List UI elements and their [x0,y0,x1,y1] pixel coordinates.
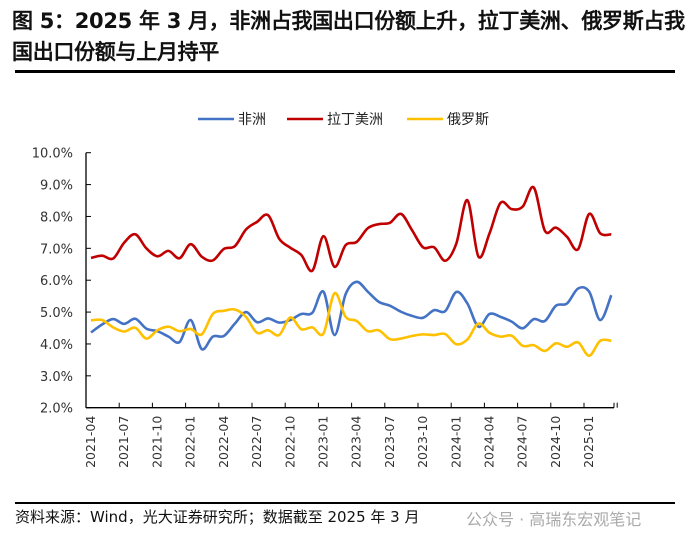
y-tick-label: 10.0% [32,147,73,162]
legend-label: 拉丁美洲 [327,112,383,128]
x-tick-label: 2023-10 [415,416,430,468]
line-chart: 非洲 拉丁美洲 俄罗斯 2.0% 3.0% 4.0% 5.0% 6.0% 7.0% 8.0% 9.… [32,112,618,468]
x-tick-label: 2024-04 [482,416,497,468]
y-tick-label: 9.0% [40,179,73,194]
x-tick-label: 2024-10 [548,416,563,468]
figure-title: 图 5：2025 年 3 月，非洲占我国出口份额上升，拉丁美洲、俄罗斯占我国出口… [12,9,685,64]
y-tick-label: 8.0% [40,210,73,225]
y-tick-label: 7.0% [40,242,73,257]
legend-label: 非洲 [238,112,266,128]
source-note: 资料来源：Wind，光大证券研究所；数据截至 2025 年 3 月 [15,508,420,526]
x-tick-label: 2022-07 [249,416,264,468]
axes: 2.0% 3.0% 4.0% 5.0% 6.0% 7.0% 8.0% 9.0% 10.0% 202… [32,147,618,468]
source-divider [15,502,675,504]
title-divider [15,70,675,73]
y-tick-label: 5.0% [40,306,73,321]
y-tick-label: 3.0% [40,370,73,385]
series-lines [90,185,613,358]
x-tick-label: 2023-01 [315,416,330,468]
series-line-russia [90,291,612,358]
y-tick-label: 6.0% [40,274,73,289]
legend-label: 俄罗斯 [447,112,489,128]
x-tick-label: 2023-04 [349,416,364,468]
x-tick-label: 2025-01 [581,416,596,468]
series-line-latin-america [90,185,612,273]
legend: 非洲 拉丁美洲 俄罗斯 [198,112,489,128]
x-tick-label: 2021-07 [116,416,131,468]
x-tick-label: 2022-10 [282,416,297,468]
x-tick-label: 2021-10 [149,416,164,468]
watermark: 公众号 · 高瑞东宏观笔记 [466,510,642,529]
y-tick-label: 4.0% [40,338,73,353]
x-tick-label: 2022-01 [183,416,198,468]
y-tick-label: 2.0% [40,402,73,417]
x-tick-label: 2024-07 [515,416,530,468]
x-tick-label: 2024-01 [448,416,463,468]
x-tick-label: 2023-07 [382,416,397,468]
x-tick-label: 2022-04 [216,416,231,468]
series-line-africa [90,280,613,351]
x-tick-label: 2021-04 [83,416,98,468]
